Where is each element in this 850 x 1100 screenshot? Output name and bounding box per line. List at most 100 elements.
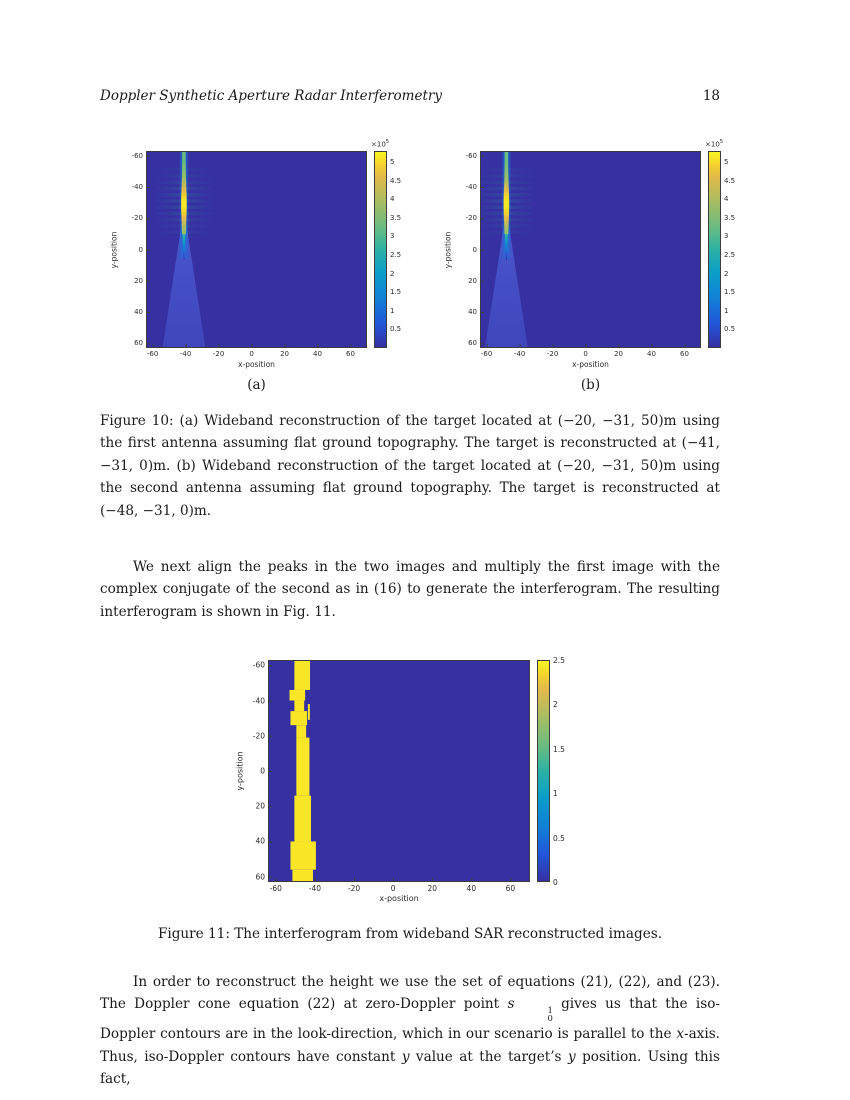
x-tick-label: 20 [614,350,623,358]
text-run: -axis. Thus, iso-Doppler contours have c… [100,1026,720,1065]
colorbar-tick-label: 5 [724,158,729,167]
x-tick-label: 60 [680,350,689,358]
colorbar-tick-label: 3 [724,232,729,241]
x-tick-label: 0 [249,350,254,358]
heatmap-canvas [146,151,367,348]
x-tick-label: -40 [513,350,526,358]
figure-10a-plot: -60 -40 -20 0 20 40 60 -60 -40 -20 0 20 40 60 y-positi… [100,138,430,393]
x-tick-label: -60 [146,350,159,358]
colorbar-tick-label: 1 [553,789,558,799]
colorbar-tick-label: 4 [390,195,395,204]
subfigure-label-a: (a) [247,377,266,393]
figure-11-caption: Figure 11: The interferogram from wideba… [100,923,720,945]
x-tick-label: 20 [280,350,289,358]
y-tick-label: 40 [468,308,477,317]
x-axis-label: x-position [572,360,609,369]
colorbar-tick-label: 3.5 [390,213,402,222]
x-axis-label: x-position [238,360,275,369]
colorbar-tick-label: 1 [390,306,395,315]
colorbar-tick-label: 2.5 [724,251,736,260]
colorbar-tick-label: 0.5 [390,325,402,334]
y-tick-label: -40 [131,182,143,191]
y-tick-label: 20 [468,276,477,285]
y-tick-label: 0 [138,245,143,254]
paragraph-1: We next align the peaks in the two image… [100,556,720,623]
colorbar-tick-label: 3.5 [724,213,736,222]
y-tick-label: 0 [260,766,265,776]
y-tick-label: -40 [252,696,265,706]
y-tick-label: 60 [255,872,265,882]
y-axis-label: y-position [443,231,453,268]
x-tick-label: -20 [347,884,361,893]
colorbar-tick-label: 3 [390,232,395,241]
text-run: We next align the peaks in the two image… [100,559,720,620]
colorbar [708,151,721,348]
y-tick-label: -20 [252,731,265,741]
figure-10b-plot: -60 -40 -20 0 20 40 60 -60 -40 -20 0 20 40 60 y-positi… [434,138,764,393]
figure-11-plot: -60 -40 -20 0 20 40 60 -60 -40 -20 0 20 40 60 y-positi… [230,648,620,918]
colorbar [537,660,550,882]
subscript: 0 [547,1013,553,1024]
math-variable: y [567,1048,576,1065]
colorbar-tick-label: 0 [553,878,558,887]
figure-10-caption: Figure 10: (a) Wideband reconstruction o… [100,410,720,522]
plot-area: -60 -40 -20 0 20 40 60 -60 -40 -20 0 20 40 60 [132,151,367,358]
x-tick-label: 0 [583,350,588,358]
colorbar-tick-label: 1.5 [724,288,736,297]
colorbar-tick-label: 2 [390,269,395,278]
y-tick-label: 60 [468,339,477,348]
text-run: gives us that the iso-Doppler contours a… [100,996,720,1043]
y-tick-label: 60 [134,339,143,348]
text-run: Figure 10: (a) Wideband reconstruction o… [100,413,720,519]
text-run: value at the target’s [409,1048,568,1065]
math-variable: x [676,1026,684,1043]
colorbar-tick-label: 0.5 [724,325,736,334]
scale-base: ×10 [371,140,386,149]
colorbar-tick-label: 2 [724,269,729,278]
colorbar-scale-label: ×105 [371,139,389,148]
x-tick-label: -20 [546,350,559,358]
subfigure-label-b: (b) [580,377,601,393]
text-run: In order to reconstruct the height we us… [100,974,720,1013]
y-axis-label: y-position [235,751,245,791]
y-tick-label: 20 [134,276,143,285]
y-tick-label: -60 [465,151,477,160]
plot-area: -60 -40 -20 0 20 40 60 -60 -40 -20 0 20 40 60 [253,660,530,893]
x-tick-label: 60 [346,350,355,358]
math-variable: y [401,1048,410,1065]
colorbar-tick-label: 1 [724,306,729,315]
scale-base: ×10 [705,140,720,149]
running-header: Doppler Synthetic Aperture Radar Interfe… [100,88,720,104]
x-tick-label: 40 [647,350,656,358]
colorbar-tick-label: 5 [390,158,395,167]
y-tick-label: 40 [255,836,265,846]
colorbar [374,151,387,348]
y-tick-label: -40 [465,182,477,191]
colorbar-tick-label: 4.5 [390,176,402,185]
heatmap-canvas [268,660,530,882]
math-variable: s [507,996,515,1013]
paragraph-2: In order to reconstruct the height we us… [100,971,720,1091]
y-tick-label: 40 [134,308,143,317]
scale-exponent: 5 [719,139,724,145]
running-title: Doppler Synthetic Aperture Radar Interfe… [100,88,442,104]
x-tick-label: -60 [480,350,493,358]
colorbar-scale-label: ×105 [705,139,723,148]
y-tick-label: 0 [472,245,477,254]
colorbar-tick-label: 4 [724,195,729,204]
x-tick-label: -40 [179,350,192,358]
colorbar-tick-label: 4.5 [724,176,736,185]
y-tick-label: -20 [465,214,477,223]
scale-exponent: 5 [385,139,390,145]
text-run: Figure 11: The interferogram from wideba… [157,926,663,942]
x-tick-label: -60 [269,884,282,893]
colorbar-tick-label: 1.5 [390,288,402,297]
y-tick-label: -60 [131,151,143,160]
y-tick-label: 20 [255,801,265,811]
x-axis-label: x-position [379,894,419,903]
colorbar-tick-label: 2.5 [390,251,402,260]
x-tick-label: 20 [427,884,438,893]
y-tick-label: -20 [131,214,143,223]
